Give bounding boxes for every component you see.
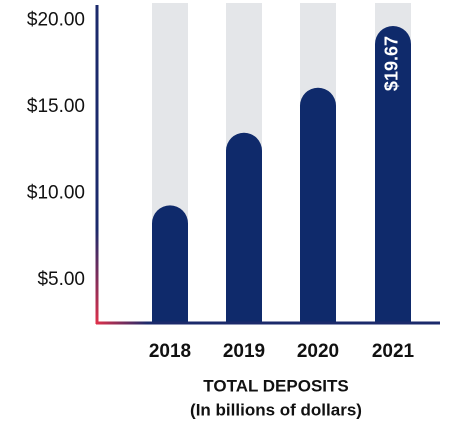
x-tick-label: 2021 bbox=[372, 341, 415, 362]
x-axis-label: TOTAL DEPOSITS bbox=[203, 376, 348, 395]
y-tick-label: $20.00 bbox=[27, 9, 85, 30]
bar bbox=[375, 26, 411, 324]
x-tick-label: 2020 bbox=[297, 341, 339, 362]
bar bbox=[226, 132, 262, 323]
y-tick-label: $5.00 bbox=[37, 269, 85, 290]
y-tick-label: $10.00 bbox=[27, 182, 85, 203]
x-tick-label: 2019 bbox=[223, 341, 265, 362]
bar bbox=[152, 205, 188, 323]
x-axis-label: (In billions of dollars) bbox=[190, 400, 362, 419]
plot-area bbox=[152, 3, 411, 324]
x-tick-label: 2018 bbox=[149, 341, 191, 362]
data-label: $19.67 bbox=[382, 36, 402, 91]
bar bbox=[300, 87, 336, 323]
y-tick-label: $15.00 bbox=[27, 96, 85, 117]
